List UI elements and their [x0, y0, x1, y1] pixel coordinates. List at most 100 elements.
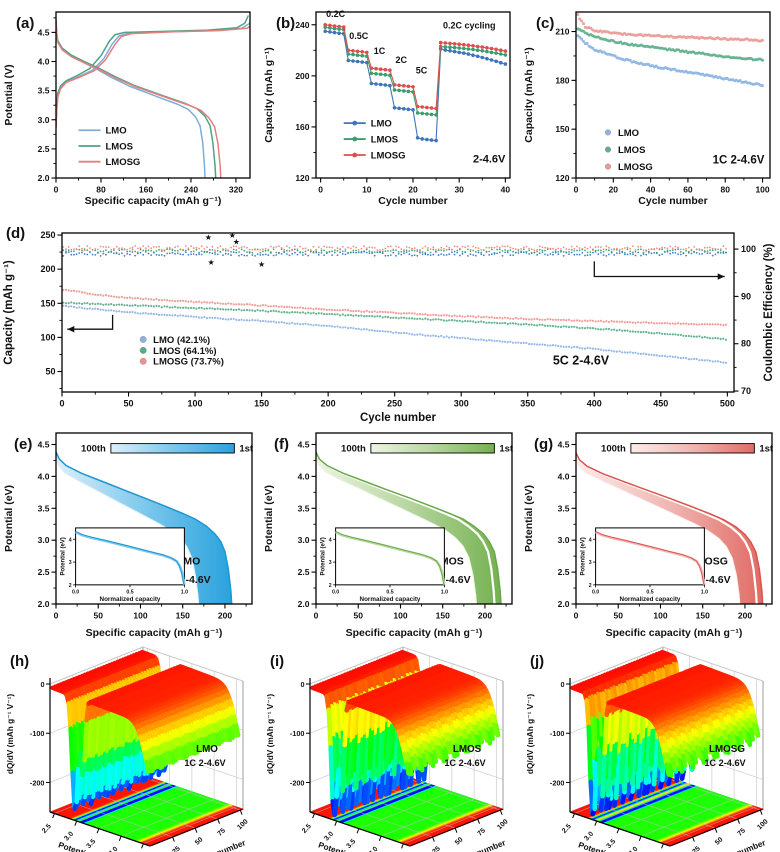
legend-item-lmo: LMO: [371, 118, 392, 129]
y-tick-label: 100: [40, 332, 55, 342]
y2-tick-label: 70: [741, 386, 751, 396]
y-tick-label: 2.0: [38, 599, 50, 609]
series-line-lmosg-discharge: [56, 20, 222, 178]
inset-x-tick: 1.0: [441, 589, 448, 595]
x-tick-label: 0: [574, 185, 579, 195]
inset-y-tick: 4: [69, 537, 72, 543]
x-tick-label: 250: [387, 399, 402, 409]
x-tick-label: 10: [362, 185, 372, 195]
inset-x-tick: 0.5: [646, 589, 653, 595]
z-axis-title: dQ/dV (mAh g⁻¹ V⁻¹): [525, 694, 535, 774]
y-tick-label: 3.0: [38, 115, 50, 125]
annotation-material: LMO: [196, 744, 218, 755]
plot-area: [576, 13, 764, 88]
legend-item-lmo: LMO: [105, 126, 126, 137]
inset-y-tick: 2: [329, 583, 332, 589]
dqdv-surface: [50, 649, 241, 812]
cycle-tick-label: 50: [714, 836, 725, 846]
plot-area: [576, 452, 764, 604]
legend-item-lmos: LMOS: [618, 145, 645, 156]
x-tick-label: 50: [94, 611, 104, 621]
y-axis-title: Capacity (mAh g⁻¹): [3, 260, 15, 365]
x-tick-label: 150: [696, 611, 710, 621]
inset-y-title: Potential (eV): [321, 537, 327, 575]
y-tick-label: 3.5: [558, 503, 570, 513]
annotation: 1C 2-4.6V: [713, 154, 765, 166]
chart-svg-c: 0 20 40 60 80 100 120 150 180 210 Cycle number Capa…: [523, 11, 771, 207]
y-axis-title: Capacity (mAh g⁻¹): [523, 47, 535, 142]
outlier-star: ★: [205, 233, 212, 242]
x-tick-label: 40: [501, 185, 511, 195]
y2-tick-label: 80: [741, 339, 751, 349]
y-tick-label: 120: [555, 173, 569, 183]
series-line-lmos-discharge: [56, 19, 217, 178]
plot-frame: [575, 432, 773, 605]
y-tick-label: 4.0: [38, 471, 50, 481]
cycle-tick-label: 75: [477, 827, 488, 837]
z-tick-label: -200: [550, 778, 565, 787]
chart-svg-b: 0 10 20 30 40 120 160 200 240 Cycle number Capacit…: [263, 9, 511, 207]
inset-y-tick: 3: [329, 560, 332, 566]
y-tick-label: 4.0: [558, 471, 570, 481]
x-tick-label: 50: [354, 611, 364, 621]
annotation: 0.2C: [326, 9, 346, 19]
y-tick-label: 3.5: [38, 503, 50, 513]
x-tick-label: 400: [587, 399, 602, 409]
outlier-star: ★: [229, 231, 236, 240]
x-tick-label: 100: [755, 185, 769, 195]
x-axis-title: Cycle number: [638, 195, 707, 207]
annotation: 0.5C: [349, 31, 369, 41]
axis-arrow: [593, 261, 725, 278]
z-tick-label: -200: [290, 778, 305, 787]
y-tick-label: 150: [40, 298, 55, 308]
y-tick-label: 240: [295, 20, 309, 30]
chart-svg-h: 0 -100 -200 dQ/dV (mAh g⁻¹ V⁻¹) 2.5 3.0 3.5 4.0…: [5, 646, 250, 852]
x-tick-label: 350: [520, 399, 535, 409]
panel-d-long-cycling-5c: 0 50 100 150 200 250 300 350 400 450 500 50 100 150 20…: [0, 208, 780, 425]
x-axis-title: Specific capacity (mAh g⁻¹): [85, 195, 222, 207]
panel-letter-h: (h): [10, 653, 29, 670]
cycle-tick-label: 75: [217, 827, 228, 837]
first-cycle-curve: [56, 451, 233, 604]
gradient-label-100th: 100th: [81, 444, 106, 455]
y-tick-label: 3.5: [38, 86, 50, 96]
annotation-condition: 1C 2-4.6V: [444, 758, 486, 768]
legend-item-lmosg: LMOSG (73.7%): [153, 357, 224, 368]
y-axis-title: Potential (eV): [3, 485, 15, 552]
series-line-lmosg-charge: [56, 25, 250, 128]
inset-y-title: Potential (eV): [61, 537, 67, 575]
y-tick-label: 120: [295, 173, 309, 183]
x-tick-label: 20: [609, 185, 619, 195]
cycle-tick-label: 25: [431, 845, 442, 852]
cycle-gradient-bar: [370, 443, 495, 454]
plot-area: [56, 451, 233, 604]
panel-g-discharge-evolution-lmosg: 0 50 100 150 200 2.0 2.5 3.0 3.5 4.0 4.5 Specific c…: [520, 425, 780, 640]
hundredth-cycle-curve: [316, 456, 477, 604]
inset-x-tick: 0.0: [592, 589, 599, 595]
panel-e-discharge-evolution-lmo: 0 50 100 150 200 2.0 2.5 3.0 3.5 4.0 4.5 Specific c…: [0, 425, 260, 640]
panel-letter-b: (b): [276, 15, 295, 32]
x-tick-label: 200: [218, 611, 232, 621]
x-tick-label: 450: [653, 399, 668, 409]
x-tick-label: 150: [436, 611, 450, 621]
inset-y-tick: 4: [329, 537, 332, 543]
cycle-tick-label: 100: [496, 818, 509, 831]
plot-frame: [55, 432, 253, 605]
inset-x-tick: 0.5: [386, 589, 393, 595]
x-tick-label: 0: [318, 185, 323, 195]
cycle-gradient-bar: [630, 443, 755, 454]
outlier-star: ★: [258, 260, 265, 269]
y-tick-label: 200: [40, 264, 55, 274]
hundredth-cycle-curve: [56, 457, 200, 604]
potential-axis-title: Potential (V): [577, 840, 626, 852]
panel-letter-i: (i): [270, 653, 284, 670]
panel-c-cycling-1c: 0 20 40 60 80 100 120 150 180 210 Cycle number Capa…: [520, 0, 780, 208]
x-axis-title: Specific capacity (mAh g⁻¹): [86, 627, 223, 639]
z-tick-label: 0: [300, 680, 304, 689]
outlier-star: ★: [233, 238, 240, 247]
dqdv-surface: [310, 649, 501, 818]
annotation: 0.2C cycling: [443, 21, 496, 31]
legend-item-lmos: LMOS (64.1%): [153, 346, 216, 357]
annotation: 5C: [416, 65, 428, 75]
